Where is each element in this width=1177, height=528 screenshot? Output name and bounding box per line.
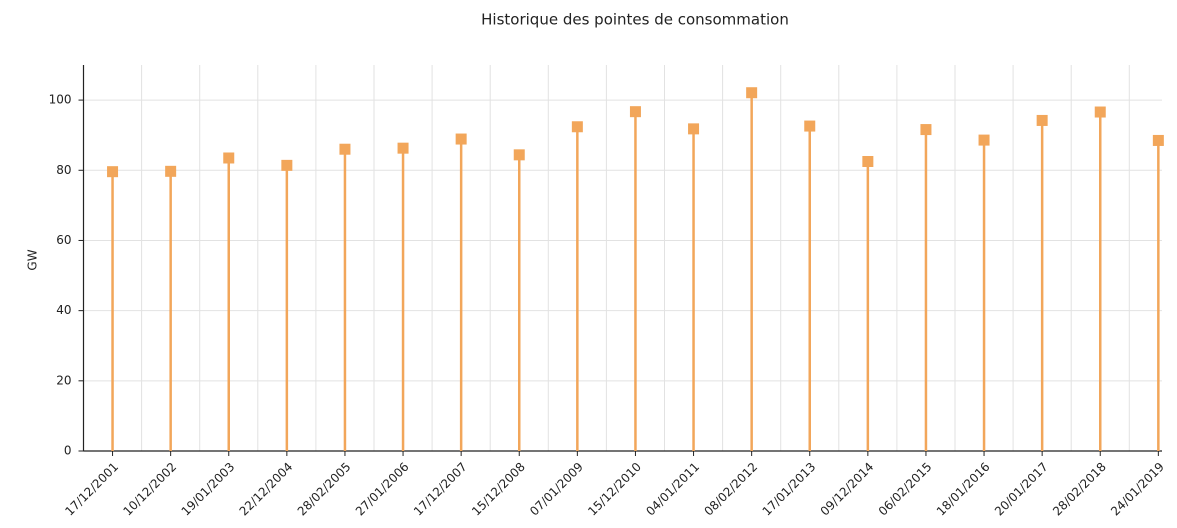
x-tick-label: 24/01/2019 <box>1108 460 1167 519</box>
lollipop <box>571 121 583 451</box>
x-tick-label: 28/02/2018 <box>1050 460 1109 519</box>
marker <box>339 143 351 155</box>
lollipop <box>1094 106 1106 451</box>
lollipop <box>629 106 641 451</box>
lollipop <box>339 143 351 451</box>
y-tick-label: 100 <box>49 93 72 107</box>
x-tick-label: 15/12/2010 <box>585 460 644 519</box>
x-tick-label: 09/12/2014 <box>818 460 877 519</box>
lollipop <box>165 165 177 451</box>
marker <box>107 166 119 178</box>
x-tick-label: 06/02/2015 <box>876 460 935 519</box>
lollipop <box>978 134 990 451</box>
lollipop <box>804 120 816 451</box>
marker <box>455 133 467 145</box>
marker <box>165 165 177 177</box>
lollipop <box>688 123 700 451</box>
marker <box>746 87 758 99</box>
lollipop <box>862 156 874 451</box>
marker <box>629 106 641 118</box>
lollipop <box>397 142 409 451</box>
marker <box>513 149 525 161</box>
x-tick-label: 10/12/2002 <box>120 460 179 519</box>
x-tick-label: 18/01/2016 <box>934 460 993 519</box>
marker <box>223 152 235 164</box>
chart-title: Historique des pointes de consommation <box>481 11 789 29</box>
y-tick-label: 60 <box>56 233 71 247</box>
marker <box>862 156 874 167</box>
x-tick-label: 04/01/2011 <box>643 460 702 519</box>
marker <box>281 159 293 171</box>
marker <box>804 120 816 132</box>
lollipop <box>920 124 932 451</box>
lollipop <box>1036 114 1048 451</box>
y-tick-label: 80 <box>56 163 71 177</box>
lollipop <box>107 166 119 451</box>
y-tick-label: 0 <box>64 444 72 458</box>
x-tick-label: 22/12/2004 <box>237 460 296 519</box>
lollipop <box>281 159 293 451</box>
x-tick-label: 19/01/2003 <box>179 460 238 519</box>
lollipop <box>746 87 758 451</box>
x-tick-label: 15/12/2008 <box>469 460 528 519</box>
y-axis-label: GW <box>26 249 40 270</box>
marker <box>688 123 700 135</box>
x-tick-label: 17/12/2007 <box>411 460 470 519</box>
marker <box>1094 106 1106 118</box>
marker <box>571 121 583 133</box>
lollipop <box>1152 134 1164 451</box>
marker <box>978 134 990 146</box>
x-tick-label: 17/01/2013 <box>760 460 819 519</box>
y-tick-label: 40 <box>56 303 71 317</box>
marker <box>1036 114 1048 126</box>
x-tick-label: 20/01/2017 <box>992 460 1051 519</box>
marker <box>1152 134 1164 146</box>
x-tick-label: 28/02/2005 <box>295 460 354 519</box>
marker <box>920 124 932 136</box>
x-tick-label: 07/01/2009 <box>527 460 586 519</box>
x-tick-label: 08/02/2012 <box>701 460 760 519</box>
lollipop <box>513 149 525 451</box>
x-tick-label: 17/12/2001 <box>62 460 121 519</box>
lollipop <box>223 152 235 451</box>
marker <box>397 142 409 154</box>
x-tick-label: 27/01/2006 <box>353 460 412 519</box>
y-tick-label: 20 <box>56 373 71 387</box>
lollipop <box>455 133 467 451</box>
